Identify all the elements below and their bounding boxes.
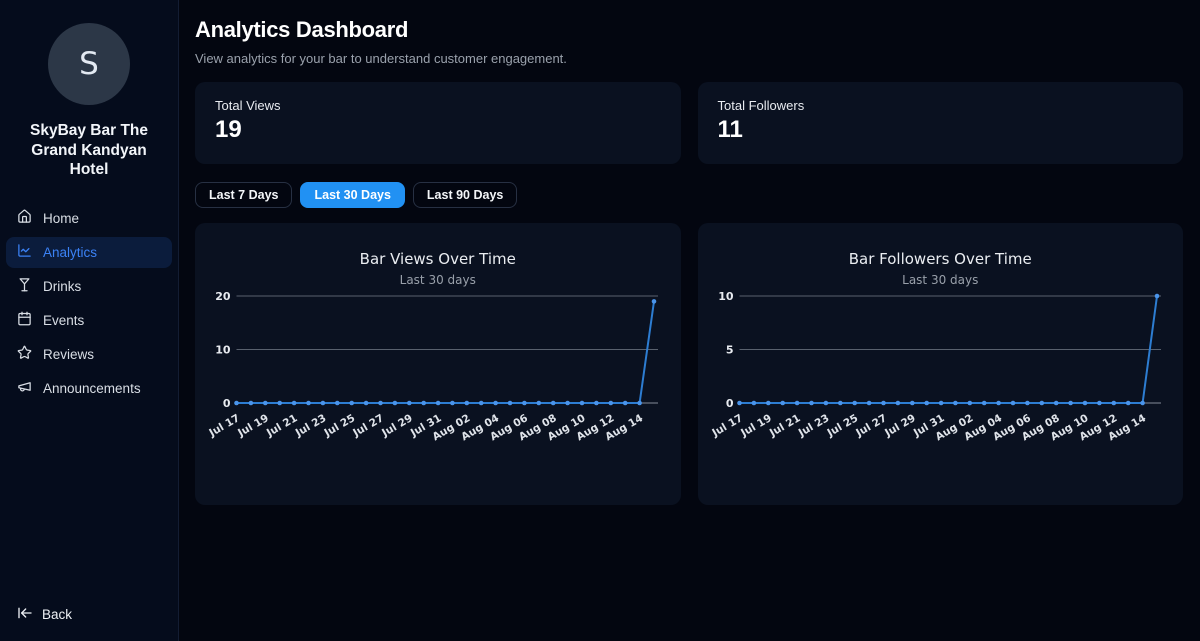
house-icon — [17, 209, 32, 227]
svg-text:Jul 19: Jul 19 — [738, 412, 774, 440]
sidebar-item-events[interactable]: Events — [6, 305, 172, 336]
svg-text:Aug 02: Aug 02 — [933, 412, 975, 443]
star-icon — [17, 345, 32, 363]
filter-last-7-days[interactable]: Last 7 Days — [195, 182, 293, 208]
svg-text:Jul 31: Jul 31 — [910, 412, 946, 440]
svg-text:Aug 06: Aug 06 — [991, 412, 1033, 443]
avatar: S — [48, 23, 130, 105]
sidebar-nav: Home Analytics Drinks Events Reviews — [6, 203, 172, 407]
chart-subtitle: Last 30 days — [902, 273, 979, 287]
svg-text:0: 0 — [223, 397, 231, 410]
svg-text:Jul 31: Jul 31 — [408, 412, 444, 440]
svg-text:Aug 12: Aug 12 — [1077, 412, 1119, 443]
svg-text:5: 5 — [725, 343, 733, 356]
stat-label: Total Views — [215, 98, 281, 113]
bar-name: SkyBay Bar The Grand Kandyan Hotel — [29, 122, 149, 178]
back-label: Back — [42, 607, 73, 622]
chart-title: Bar Followers Over Time — [848, 250, 1032, 268]
avatar-letter: S — [79, 46, 99, 82]
svg-text:Aug 10: Aug 10 — [1048, 412, 1090, 443]
bar-followers-chart-card: Bar Followers Over Time Last 30 days 0 5 1… — [697, 223, 1183, 505]
svg-text:Jul 29: Jul 29 — [882, 412, 918, 440]
main-content: Analytics Dashboard View analytics for y… — [179, 0, 1200, 641]
chart-subtitle: Last 30 days — [399, 273, 476, 287]
svg-text:Aug 02: Aug 02 — [430, 412, 472, 443]
svg-text:Jul 27: Jul 27 — [350, 412, 386, 440]
sidebar-item-home[interactable]: Home — [6, 203, 172, 234]
svg-text:Aug 08: Aug 08 — [517, 412, 559, 443]
svg-text:Jul 27: Jul 27 — [853, 412, 889, 440]
sidebar-item-reviews[interactable]: Reviews — [6, 339, 172, 370]
filter-last-30-days[interactable]: Last 30 Days — [300, 182, 405, 208]
total-views-card: Total Views 19 — [195, 82, 681, 164]
svg-text:20: 20 — [215, 290, 231, 303]
svg-text:Aug 06: Aug 06 — [488, 412, 530, 443]
svg-text:Jul 17: Jul 17 — [206, 412, 242, 440]
sidebar-item-analytics[interactable]: Analytics — [6, 236, 172, 268]
page-title: Analytics Dashboard — [195, 17, 409, 42]
svg-text:Aug 14: Aug 14 — [603, 412, 645, 443]
svg-text:10: 10 — [215, 343, 231, 356]
svg-text:Jul 21: Jul 21 — [766, 412, 802, 440]
svg-text:Jul 29: Jul 29 — [379, 412, 415, 440]
charts-row: Bar Views Over Time Last 30 days 0 10 20 Ju… — [195, 223, 1183, 505]
sidebar-item-drinks[interactable]: Drinks — [6, 271, 172, 302]
svg-text:Aug 12: Aug 12 — [574, 412, 616, 443]
sidebar-item-label: Reviews — [43, 346, 95, 362]
sidebar-item-label: Drinks — [43, 278, 82, 294]
calendar-icon — [17, 311, 32, 329]
page-subtitle: View analytics for your bar to understan… — [195, 51, 567, 66]
stat-value: 11 — [717, 116, 743, 143]
filter-last-90-days[interactable]: Last 90 Days — [412, 182, 518, 208]
chart-line-icon — [17, 243, 32, 261]
svg-text:0: 0 — [725, 397, 733, 410]
svg-text:10: 10 — [718, 290, 734, 303]
svg-text:Jul 21: Jul 21 — [264, 412, 300, 440]
sidebar-item-label: Analytics — [43, 244, 98, 260]
sidebar-item-label: Announcements — [43, 380, 141, 396]
megaphone-icon — [17, 379, 32, 397]
stat-label: Total Followers — [717, 98, 805, 113]
svg-text:Aug 14: Aug 14 — [1106, 412, 1148, 443]
svg-text:Jul 25: Jul 25 — [322, 412, 358, 440]
svg-text:Jul 19: Jul 19 — [235, 412, 271, 440]
sidebar-item-label: Home — [43, 210, 80, 226]
arrow-left-to-line-icon — [17, 605, 33, 624]
svg-text:Aug 10: Aug 10 — [546, 412, 588, 443]
sidebar-item-announcements[interactable]: Announcements — [6, 373, 172, 404]
svg-text:Jul 17: Jul 17 — [709, 412, 745, 440]
svg-text:Jul 25: Jul 25 — [824, 412, 860, 440]
svg-text:Jul 23: Jul 23 — [293, 412, 329, 440]
back-button[interactable]: Back — [0, 605, 178, 641]
svg-text:Jul 23: Jul 23 — [795, 412, 831, 440]
stats-row: Total Views 19 Total Followers 11 — [195, 82, 1183, 164]
sidebar-item-label: Events — [43, 312, 85, 328]
time-range-filters: Last 7 Days Last 30 Days Last 90 Days — [195, 182, 1183, 208]
chart-title: Bar Views Over Time — [359, 250, 516, 268]
total-followers-card: Total Followers 11 — [697, 82, 1183, 164]
bar-views-chart-card: Bar Views Over Time Last 30 days 0 10 20 Ju… — [195, 223, 681, 505]
svg-text:Aug 04: Aug 04 — [459, 412, 501, 443]
svg-text:Aug 04: Aug 04 — [962, 412, 1004, 443]
svg-text:Aug 08: Aug 08 — [1019, 412, 1061, 443]
martini-icon — [17, 277, 32, 295]
sidebar: S SkyBay Bar The Grand Kandyan Hotel Hom… — [0, 0, 179, 641]
stat-value: 19 — [215, 116, 242, 143]
